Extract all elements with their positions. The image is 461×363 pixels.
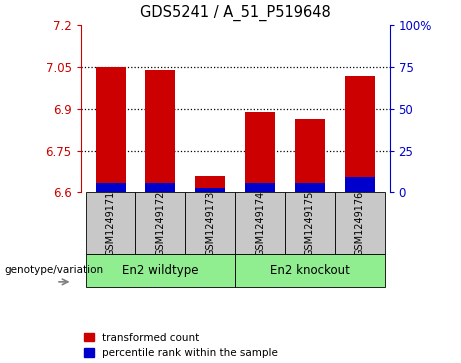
Text: GSM1249173: GSM1249173 (205, 191, 215, 256)
Bar (95, 183, 125, 192)
Bar (345, 177, 375, 192)
Bar (86, 192, 136, 254)
Legend: transformed count, percentile rank within the sample: transformed count, percentile rank withi… (83, 333, 278, 358)
Text: GSM1249171: GSM1249171 (106, 191, 116, 256)
Bar (136, 192, 185, 254)
Text: En2 knockout: En2 knockout (270, 264, 350, 277)
Text: genotype/variation: genotype/variation (5, 265, 104, 276)
Bar (195, 188, 225, 192)
Text: GSM1249172: GSM1249172 (155, 191, 165, 256)
Bar (185, 192, 235, 254)
Bar (145, 70, 175, 192)
Bar (195, 176, 225, 192)
Text: En2 wildtype: En2 wildtype (122, 264, 199, 277)
Bar (235, 192, 285, 254)
Bar (245, 112, 275, 192)
Bar (235, 254, 384, 287)
Bar (295, 119, 325, 192)
Bar (295, 183, 325, 192)
Text: GSM1249175: GSM1249175 (305, 191, 315, 256)
Text: GSM1249176: GSM1249176 (355, 191, 365, 256)
Bar (285, 192, 335, 254)
Bar (145, 183, 175, 192)
Bar (345, 76, 375, 192)
Text: GSM1249174: GSM1249174 (255, 191, 265, 256)
Title: GDS5241 / A_51_P519648: GDS5241 / A_51_P519648 (140, 5, 331, 21)
Bar (86, 254, 235, 287)
Bar (245, 183, 275, 192)
Bar (95, 67, 125, 192)
Bar (335, 192, 384, 254)
